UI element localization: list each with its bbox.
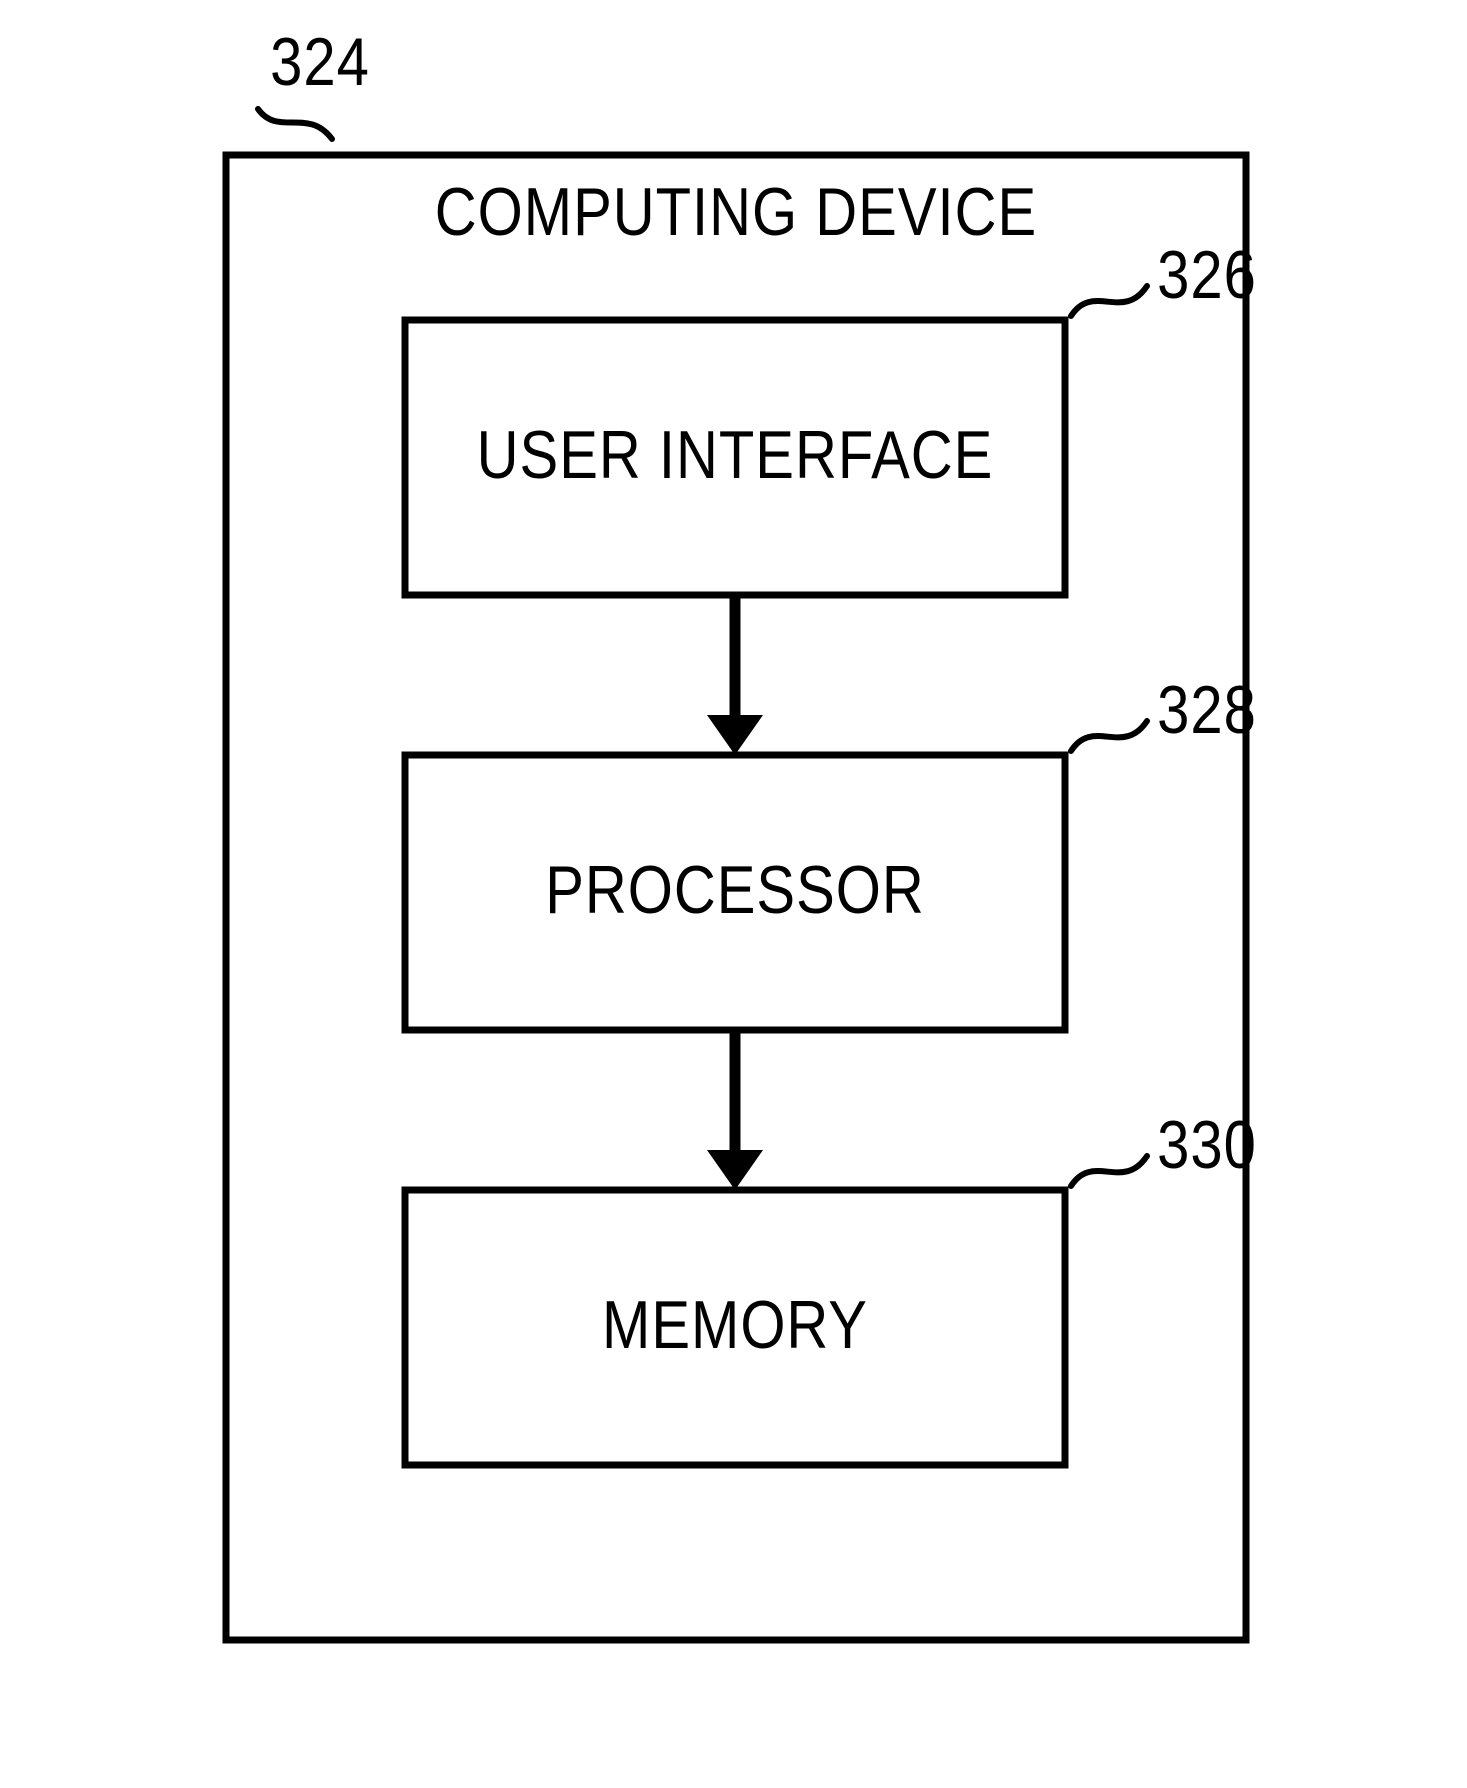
- ref-leader-330: [1071, 1156, 1147, 1186]
- ref-leader-326: [1071, 286, 1147, 316]
- ref-number-326: 326: [1157, 238, 1257, 313]
- arrow-head-processor-memory: [707, 1150, 763, 1190]
- diagram-canvas: 324 COMPUTING DEVICE USER INTERFACE 326 PROC…: [0, 0, 1467, 1783]
- node-label-memory: MEMORY: [602, 1288, 868, 1363]
- arrow-head-ui-processor: [707, 715, 763, 755]
- ref-leader-328: [1071, 721, 1147, 751]
- ref-number-330: 330: [1157, 1108, 1257, 1183]
- ref-leader-324: [258, 109, 332, 139]
- node-label-ui: USER INTERFACE: [477, 418, 994, 493]
- computing-device-title: COMPUTING DEVICE: [435, 175, 1037, 250]
- node-label-processor: PROCESSOR: [545, 853, 925, 928]
- ref-number-328: 328: [1157, 673, 1257, 748]
- ref-number-324: 324: [270, 25, 370, 100]
